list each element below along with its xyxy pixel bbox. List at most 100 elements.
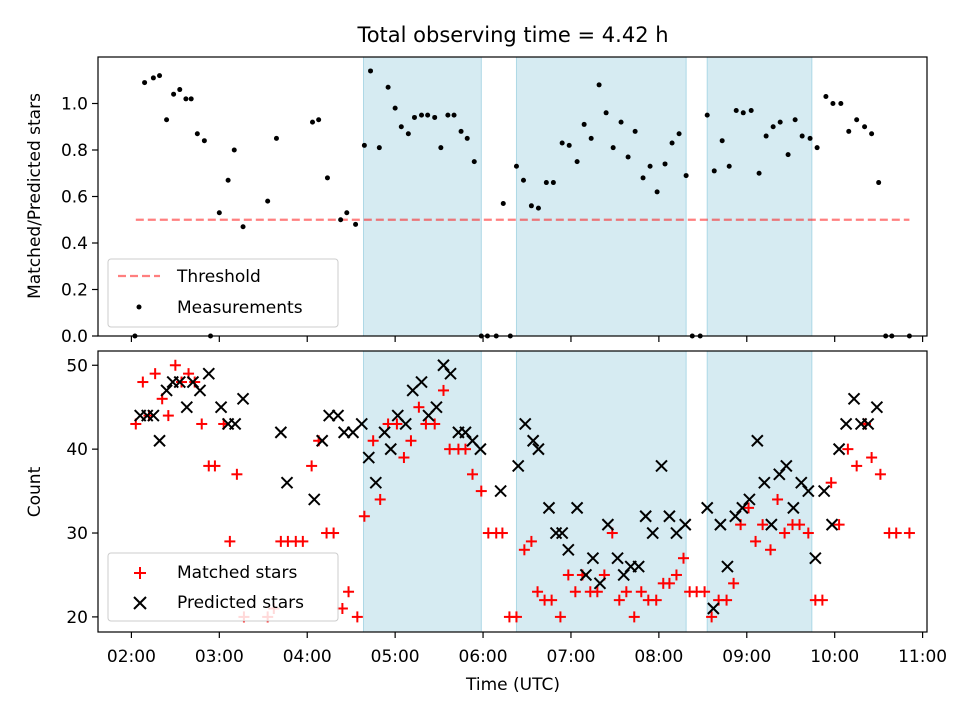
matched-star-point xyxy=(518,544,530,556)
measurement-point xyxy=(157,73,163,79)
predicted-star-point xyxy=(526,434,540,447)
measurement-point xyxy=(719,138,725,144)
measurement-point xyxy=(603,110,609,116)
top-y-axis-label: Matched/Predicted stars xyxy=(25,93,45,299)
predicted-star-point xyxy=(701,501,714,515)
bottom-y-axis-label: Count xyxy=(25,466,45,517)
predicted-star-point xyxy=(180,400,193,414)
measurement-point xyxy=(854,117,860,123)
predicted-star-point xyxy=(384,442,397,456)
matched-star-point xyxy=(706,611,718,623)
measurement-point xyxy=(171,91,177,97)
measurement-point xyxy=(142,80,148,86)
observing-span xyxy=(362,56,482,337)
bottom-legend: Matched stars Predicted stars xyxy=(107,552,339,622)
measurement-point xyxy=(231,147,237,153)
predicted-star-point xyxy=(214,400,228,414)
matched-star-point xyxy=(546,594,558,606)
matched-star-point xyxy=(398,452,410,464)
matched-star-point xyxy=(663,577,675,589)
matched-star-point xyxy=(343,586,355,598)
matched-star-point xyxy=(591,586,603,598)
measurement-point xyxy=(458,128,464,134)
matched-star-point xyxy=(374,493,386,505)
measurement-point xyxy=(528,203,534,209)
matched-star-point xyxy=(765,544,777,556)
measurement-point xyxy=(188,96,194,102)
predicted-star-point xyxy=(308,493,321,506)
measurement-point xyxy=(559,140,565,146)
matched-star-point xyxy=(209,460,221,472)
predicted-star-point xyxy=(322,409,336,422)
observing-span xyxy=(515,56,687,337)
predicted-star-point xyxy=(832,442,846,456)
measurement-point xyxy=(310,119,316,125)
x-tick-label: 05:00 xyxy=(371,647,420,667)
predicted-star-point xyxy=(362,451,375,464)
measurement-point xyxy=(535,205,541,211)
matched-star-point xyxy=(613,594,625,606)
matched-star-point xyxy=(794,519,806,531)
predicted-star-point xyxy=(847,392,861,406)
matched-star-point xyxy=(620,586,632,598)
x-tick-label: 07:00 xyxy=(546,647,595,667)
measurement-point xyxy=(704,112,710,118)
y-tick-label: 30 xyxy=(66,524,88,544)
legend-threshold-label: Threshold xyxy=(176,267,261,287)
y-tick-label: 0.8 xyxy=(61,141,88,161)
predicted-star-point xyxy=(570,501,584,515)
matched-star-point xyxy=(743,502,755,514)
y-tick-label: 0.2 xyxy=(61,281,88,301)
measurement-point xyxy=(676,131,682,137)
measurement-point xyxy=(566,142,572,148)
x-tick-label: 09:00 xyxy=(722,647,771,667)
predicted-star-point xyxy=(512,459,525,473)
measurement-point xyxy=(814,145,820,151)
predicted-star-point xyxy=(861,417,875,431)
measurement-point xyxy=(150,75,156,81)
predicted-star-point xyxy=(444,367,457,380)
y-tick-label: 20 xyxy=(66,608,88,628)
matched-star-point xyxy=(328,527,340,539)
matched-star-point xyxy=(351,611,363,623)
measurement-point xyxy=(398,124,404,130)
predicted-star-point xyxy=(632,560,645,573)
legend-predicted-swatch xyxy=(133,596,147,610)
bottom-panel: 20 30 40 50 02:00 03:00 04:00 05:00 06:00 07:00 0… xyxy=(25,350,947,695)
measurement-point xyxy=(164,117,170,123)
measurement-point xyxy=(763,133,769,139)
predicted-star-point xyxy=(765,518,778,531)
measurement-point xyxy=(785,152,791,158)
predicted-star-point xyxy=(415,375,428,389)
measurement-point xyxy=(740,110,746,116)
top-legend-box xyxy=(107,258,339,328)
measurement-point xyxy=(756,170,762,176)
matched-star-point xyxy=(779,527,791,539)
predicted-star-point xyxy=(593,577,607,590)
matched-star-point xyxy=(851,460,863,472)
predicted-star-point xyxy=(355,417,368,431)
predicted-star-point xyxy=(721,560,734,573)
matched-star-point xyxy=(699,586,711,598)
matched-star-point xyxy=(569,586,581,598)
y-tick-label: 0.4 xyxy=(61,234,88,254)
measurement-point xyxy=(392,105,398,111)
measurement-point xyxy=(726,163,732,169)
matched-star-point xyxy=(224,535,236,547)
predicted-star-point xyxy=(780,459,793,473)
matched-star-point xyxy=(532,586,544,598)
measurement-point xyxy=(625,154,631,160)
matched-star-point xyxy=(459,443,471,455)
matched-star-point xyxy=(728,577,740,589)
predicted-star-point xyxy=(274,426,288,439)
measurement-point xyxy=(683,173,689,179)
observing-span xyxy=(706,350,813,633)
predicted-star-point xyxy=(147,409,160,422)
matched-star-point xyxy=(525,535,537,547)
predicted-star-point xyxy=(586,551,600,565)
matched-star-point xyxy=(750,535,762,547)
measurement-point xyxy=(216,210,222,216)
measurement-point xyxy=(647,163,653,169)
matched-star-point xyxy=(874,468,886,480)
